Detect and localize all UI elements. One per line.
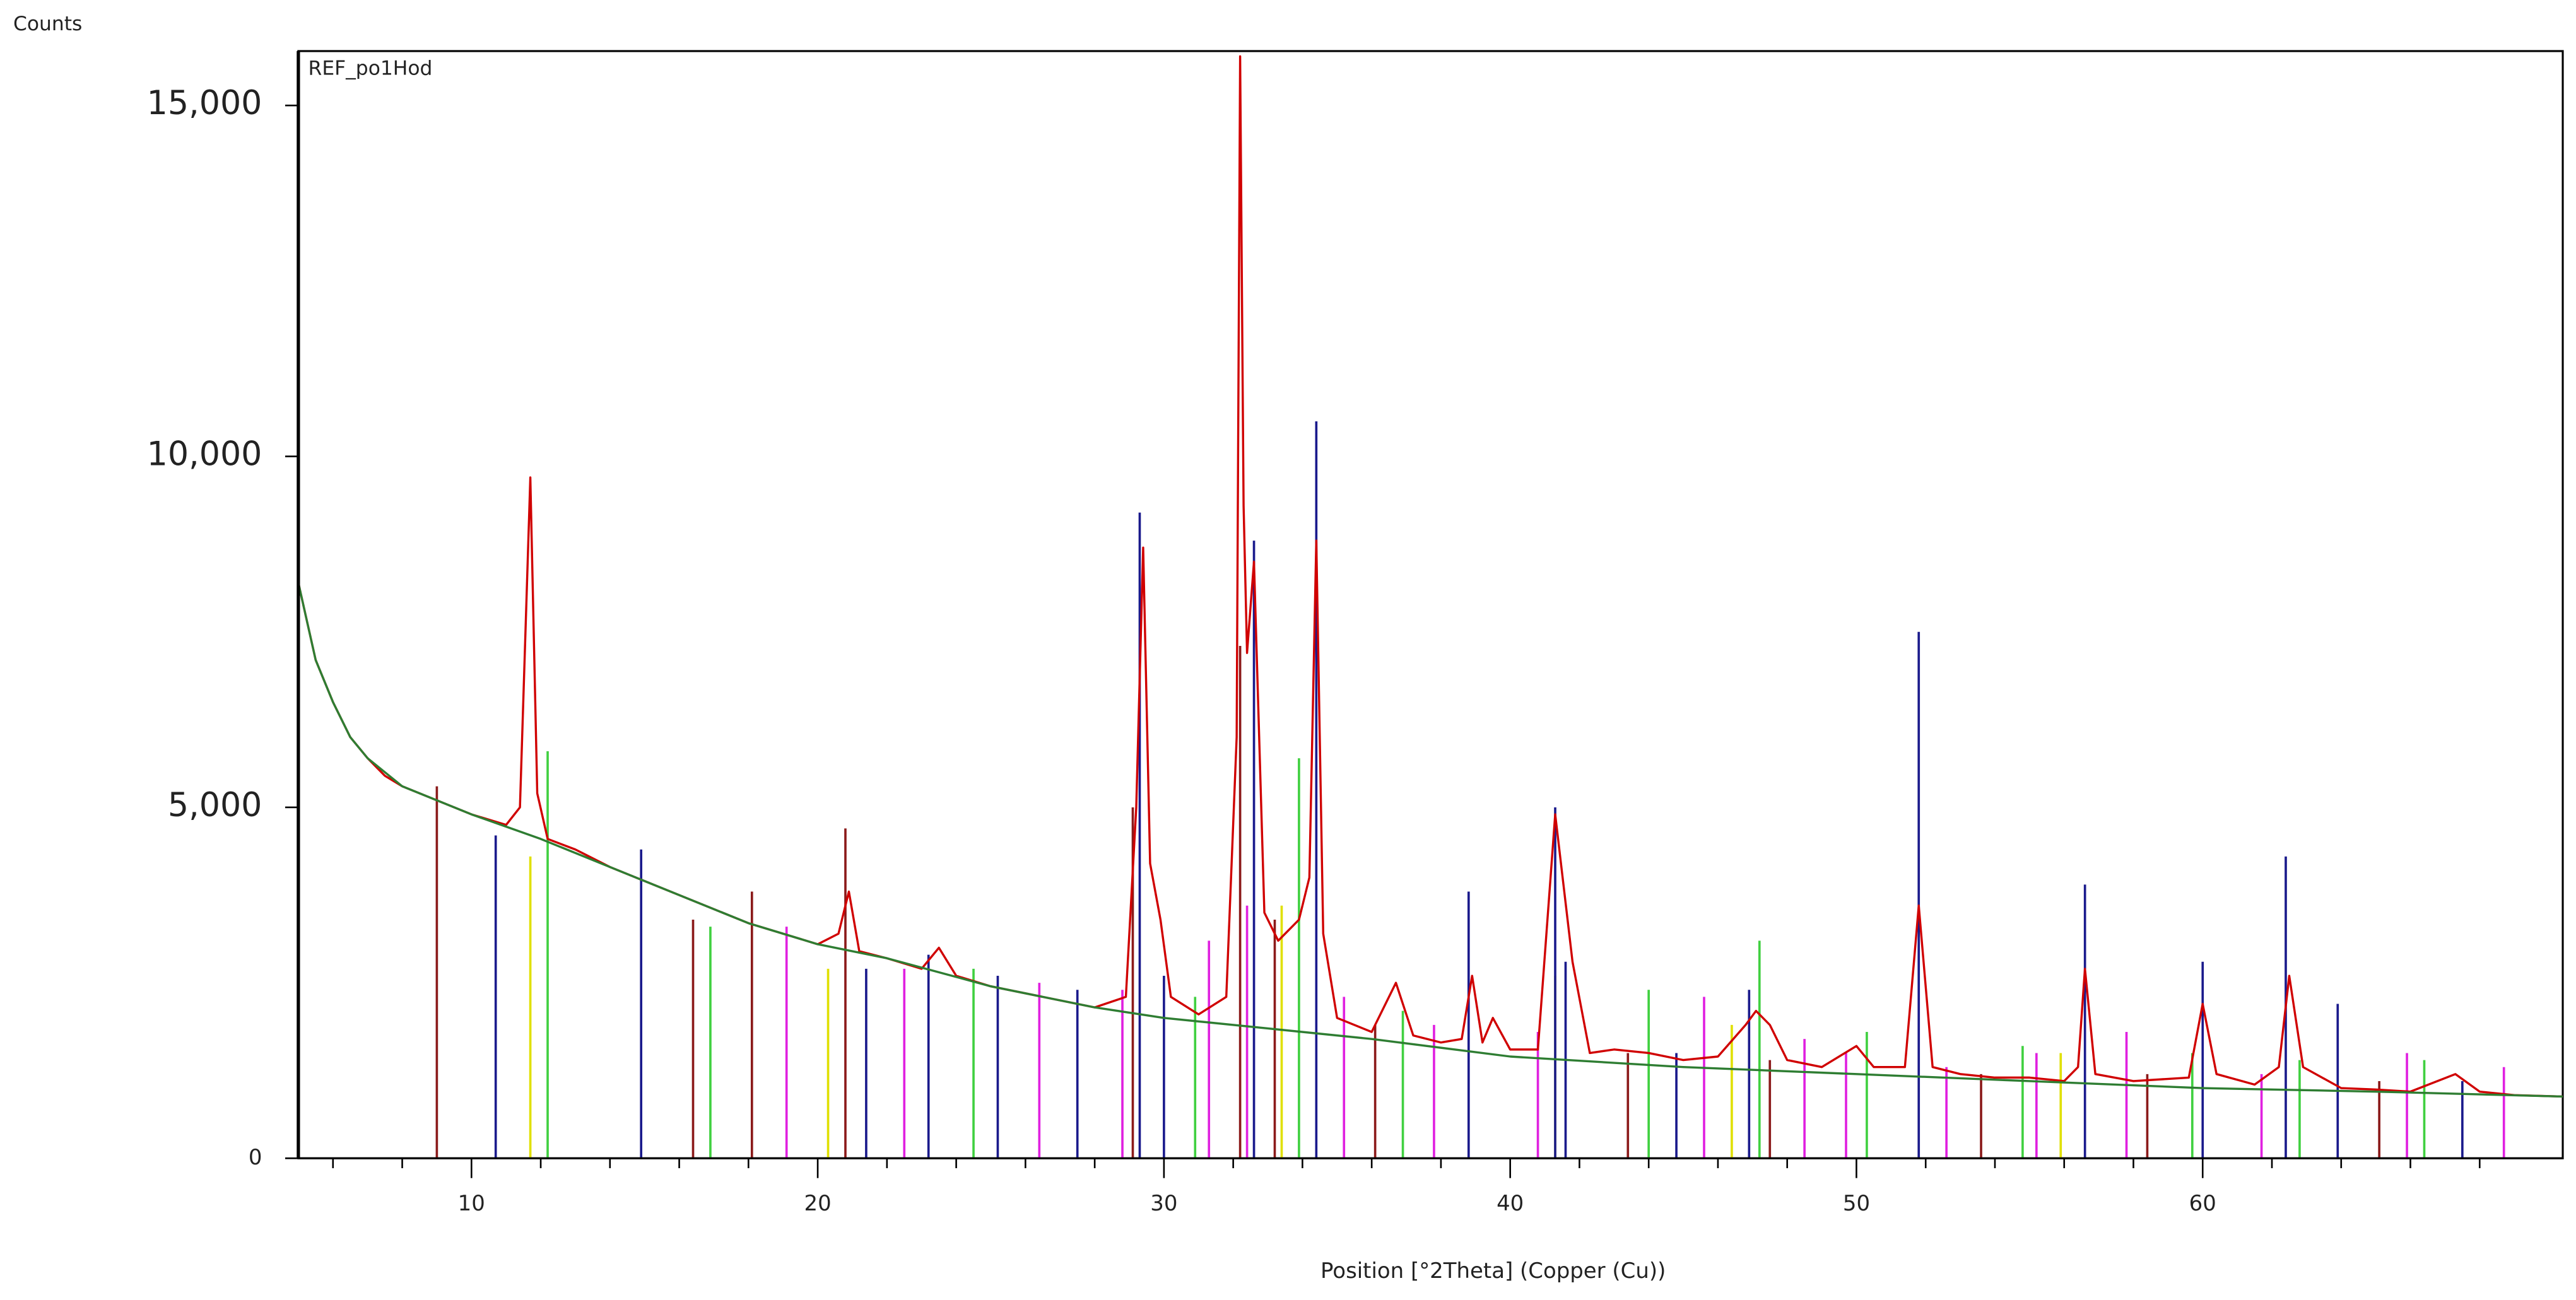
x-tick-label: 40 bbox=[1497, 1191, 1524, 1216]
y-axis-label: Counts bbox=[13, 13, 82, 35]
pattern-line bbox=[297, 55, 2563, 1098]
x-tick-label: 20 bbox=[804, 1191, 831, 1216]
y-tick-label: 15,000 bbox=[147, 85, 262, 122]
plot-area: REF_po1Hod 0 5,000 10,000 15,000 10 20 30 40 50 60 bbox=[147, 50, 2564, 1216]
x-tick-label: 30 bbox=[1150, 1191, 1177, 1216]
pattern-line bbox=[297, 582, 2563, 1098]
y-tick-label: 0 bbox=[249, 1145, 262, 1170]
x-tick-label: 60 bbox=[2189, 1191, 2216, 1216]
plot-frame bbox=[297, 50, 2564, 1159]
y-tick-label: 10,000 bbox=[147, 436, 262, 474]
annotation: REF_po1Hod bbox=[309, 57, 433, 80]
x-tick-label: 50 bbox=[1843, 1191, 1870, 1216]
x-axis-label: Position [°2Theta] (Copper (Cu)) bbox=[1320, 1258, 1666, 1284]
y-tick-label: 5,000 bbox=[168, 787, 262, 824]
x-tick-label: 10 bbox=[458, 1191, 485, 1216]
